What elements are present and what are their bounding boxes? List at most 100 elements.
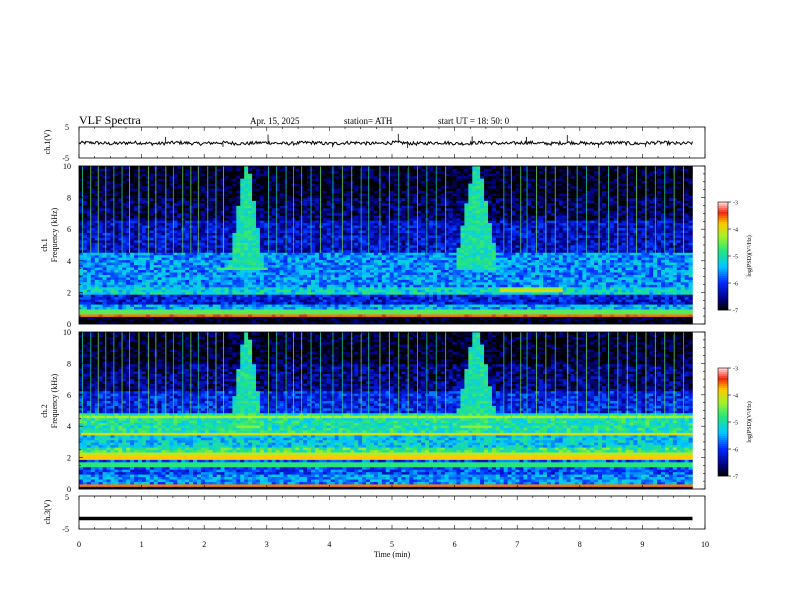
spectrogram-cell	[626, 267, 630, 270]
spectrogram-cell	[519, 319, 523, 322]
spectrogram-cell	[103, 297, 107, 300]
spectrogram-cell	[417, 270, 421, 273]
spectrogram-cell	[484, 297, 488, 300]
spectrogram-cell	[256, 292, 260, 295]
spectrogram-cell	[358, 277, 362, 280]
spectrogram-cell	[209, 285, 213, 288]
spectrogram-cell	[291, 260, 295, 263]
spectrogram-cell	[523, 280, 527, 283]
spectrogram-cell	[653, 307, 657, 310]
spectrogram-cell	[409, 317, 413, 320]
spectrogram-cell	[382, 299, 386, 302]
spectrogram-cell	[449, 307, 453, 310]
spectrogram-cell	[177, 289, 181, 292]
spectrogram-cell	[645, 299, 649, 302]
spectrogram-cell	[449, 280, 453, 283]
spectrogram-cell	[114, 304, 118, 307]
spectrogram-cell	[637, 312, 641, 315]
spectrogram-cell	[633, 260, 637, 263]
spectrogram-cell	[512, 317, 516, 320]
spectrogram-cell	[527, 304, 531, 307]
spectrogram-cell	[335, 319, 339, 322]
spectrogram-cell	[256, 314, 260, 317]
spectrogram-cell	[264, 245, 268, 248]
spectrogram-cell	[236, 309, 240, 312]
spectrogram-cell	[464, 304, 468, 307]
spectrogram-cell	[354, 247, 358, 250]
spectrogram-cell	[189, 255, 193, 258]
spectrogram-cell	[685, 260, 689, 263]
spectrogram-cell	[578, 297, 582, 300]
spectrogram-cell	[358, 255, 362, 258]
spectrogram-cell	[626, 319, 630, 322]
spectrogram-cell	[107, 302, 111, 305]
spectrogram-cell	[405, 287, 409, 290]
spectrogram-cell	[307, 255, 311, 258]
spectrogram-cell	[504, 252, 508, 255]
spectrogram-cell	[637, 287, 641, 290]
spectrogram-cell	[103, 267, 107, 270]
spectrogram-cell	[382, 302, 386, 305]
spectrogram-cell	[484, 312, 488, 315]
spectrogram-cell	[197, 285, 201, 288]
spectrogram-cell	[315, 247, 319, 250]
spectrogram-cell	[158, 250, 162, 253]
spectrogram-cell	[677, 270, 681, 273]
spectrogram-cell	[386, 314, 390, 317]
spectrogram-cell	[295, 252, 299, 255]
spectrogram-cell	[527, 289, 531, 292]
spectrogram-cell	[193, 285, 197, 288]
spectrogram-cell	[519, 277, 523, 280]
spectrogram-cell	[417, 280, 421, 283]
spectrogram-cell	[653, 267, 657, 270]
spectrogram-cell	[378, 297, 382, 300]
spectrogram-cell	[319, 262, 323, 265]
spectrogram-cell	[649, 252, 653, 255]
spectrogram-cell	[571, 255, 575, 258]
spectrogram-cell	[307, 262, 311, 265]
spectrogram-cell	[677, 262, 681, 265]
spectrogram-cell	[87, 267, 91, 270]
spectrogram-cell	[260, 314, 264, 317]
spectrogram-cell	[398, 299, 402, 302]
spectrogram-cell	[256, 252, 260, 255]
spectrogram-cell	[162, 299, 166, 302]
spectrogram-cell	[519, 250, 523, 253]
spectrogram-cell	[126, 299, 130, 302]
spectrogram-cell	[110, 275, 114, 278]
spectrogram-cell	[244, 309, 248, 312]
spectrogram-cell	[311, 304, 315, 307]
spectrogram-cell	[437, 299, 441, 302]
spectrogram-cell	[91, 292, 95, 295]
spectrogram-cell	[649, 314, 653, 317]
spectrogram-cell	[531, 247, 535, 250]
spectrogram-cell	[256, 287, 260, 290]
spectrogram-cell	[539, 285, 543, 288]
spectrogram-cell	[122, 317, 126, 320]
spectrogram-cell	[508, 309, 512, 312]
spectrogram-cell	[99, 287, 103, 290]
spectrogram-cell	[346, 250, 350, 253]
spectrogram-cell	[130, 255, 134, 258]
spectrogram-cell	[209, 317, 213, 320]
spectrogram-cell	[543, 255, 547, 258]
spectrogram-cell	[657, 265, 661, 268]
spectrogram-cell	[547, 319, 551, 322]
spectrogram-cell	[575, 289, 579, 292]
spectrogram-cell	[575, 302, 579, 305]
spectrogram-cell	[134, 275, 138, 278]
spectrogram-cell	[382, 257, 386, 260]
spectrogram-cell	[354, 257, 358, 260]
spectrogram-cell	[685, 307, 689, 310]
spectrogram-cell	[504, 247, 508, 250]
spectrogram-cell	[362, 247, 366, 250]
spectrogram-cell	[626, 260, 630, 263]
spectrogram-cell	[323, 294, 327, 297]
spectrogram-cell	[492, 262, 496, 265]
spectrogram-cell	[673, 257, 677, 260]
spectrogram-cell	[421, 289, 425, 292]
spectrogram-cell	[366, 282, 370, 285]
spectrogram-cell	[335, 314, 339, 317]
spectrogram-cell	[146, 282, 150, 285]
spectrogram-cell	[480, 317, 484, 320]
